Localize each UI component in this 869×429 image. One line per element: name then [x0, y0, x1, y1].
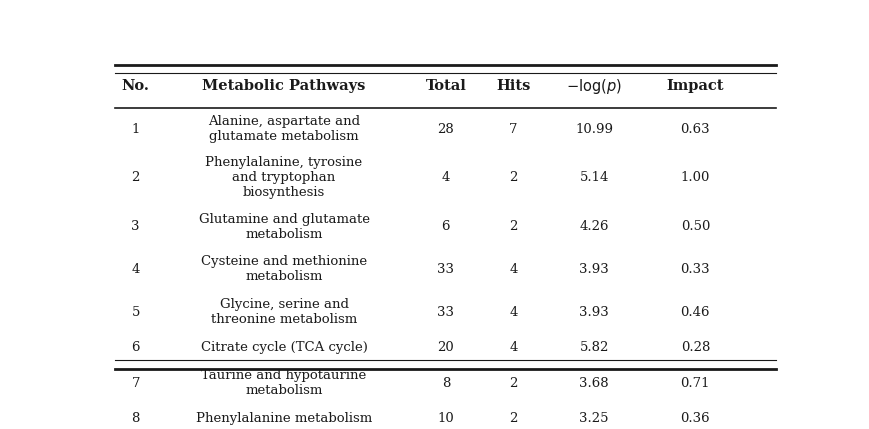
Text: 4: 4: [508, 341, 517, 354]
Text: 5.82: 5.82: [579, 341, 608, 354]
Text: Phenylalanine metabolism: Phenylalanine metabolism: [196, 412, 372, 426]
Text: No.: No.: [122, 79, 149, 93]
Text: 7: 7: [508, 123, 517, 136]
Text: 0.33: 0.33: [680, 263, 709, 276]
Text: 4.26: 4.26: [579, 220, 608, 233]
Text: 2: 2: [508, 171, 517, 184]
Text: 6: 6: [441, 220, 449, 233]
Text: $-\log(p)$: $-\log(p)$: [566, 77, 621, 96]
Text: 33: 33: [437, 306, 454, 319]
Text: 4: 4: [508, 263, 517, 276]
Text: 2: 2: [131, 171, 140, 184]
Text: 5.14: 5.14: [579, 171, 608, 184]
Text: Hits: Hits: [495, 79, 530, 93]
Text: 5: 5: [131, 306, 140, 319]
Text: 28: 28: [437, 123, 454, 136]
Text: 2: 2: [508, 412, 517, 426]
Text: Total: Total: [425, 79, 466, 93]
Text: 4: 4: [131, 263, 140, 276]
Text: 0.63: 0.63: [680, 123, 709, 136]
Text: Cysteine and methionine
metabolism: Cysteine and methionine metabolism: [201, 256, 367, 284]
Text: Glutamine and glutamate
metabolism: Glutamine and glutamate metabolism: [198, 212, 369, 241]
Text: 4: 4: [441, 171, 449, 184]
Text: 0.36: 0.36: [680, 412, 709, 426]
Text: Phenylalanine, tyrosine
and tryptophan
biosynthesis: Phenylalanine, tyrosine and tryptophan b…: [205, 156, 362, 199]
Text: 0.71: 0.71: [680, 377, 709, 390]
Text: 2: 2: [508, 377, 517, 390]
Text: 8: 8: [131, 412, 140, 426]
Text: 3.93: 3.93: [579, 306, 608, 319]
Text: Citrate cycle (TCA cycle): Citrate cycle (TCA cycle): [201, 341, 367, 354]
Text: 7: 7: [131, 377, 140, 390]
Text: 3.25: 3.25: [579, 412, 608, 426]
Text: 2: 2: [508, 220, 517, 233]
Text: Glycine, serine and
threonine metabolism: Glycine, serine and threonine metabolism: [210, 299, 357, 326]
Text: 20: 20: [437, 341, 454, 354]
Text: Impact: Impact: [666, 79, 723, 93]
Text: Taurine and hypotaurine
metabolism: Taurine and hypotaurine metabolism: [202, 369, 366, 397]
Text: 0.50: 0.50: [680, 220, 709, 233]
Text: 4: 4: [508, 306, 517, 319]
Text: 6: 6: [131, 341, 140, 354]
Text: 0.46: 0.46: [680, 306, 709, 319]
Text: 3.68: 3.68: [579, 377, 608, 390]
Text: Alanine, aspartate and
glutamate metabolism: Alanine, aspartate and glutamate metabol…: [208, 115, 360, 143]
Text: 10.99: 10.99: [574, 123, 613, 136]
Text: 33: 33: [437, 263, 454, 276]
Text: 1.00: 1.00: [680, 171, 709, 184]
Text: 1: 1: [131, 123, 140, 136]
Text: Metabolic Pathways: Metabolic Pathways: [202, 79, 365, 93]
Text: 3: 3: [131, 220, 140, 233]
Text: 10: 10: [437, 412, 454, 426]
Text: 3.93: 3.93: [579, 263, 608, 276]
Text: 8: 8: [441, 377, 449, 390]
Text: 0.28: 0.28: [680, 341, 709, 354]
